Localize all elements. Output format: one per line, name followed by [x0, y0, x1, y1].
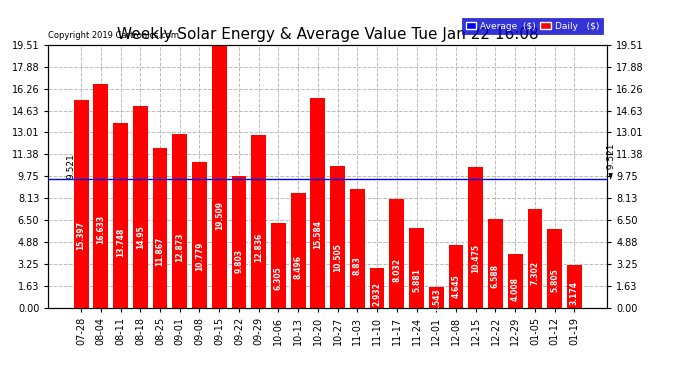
Text: 10.475: 10.475: [471, 244, 480, 273]
Bar: [389, 200, 404, 308]
Title: Weekly Solar Energy & Average Value Tue Jan 22 16:08: Weekly Solar Energy & Average Value Tue …: [117, 27, 539, 42]
Text: 4.645: 4.645: [451, 274, 460, 297]
Bar: [212, 45, 226, 308]
Bar: [350, 189, 365, 308]
Text: 5.805: 5.805: [550, 268, 559, 292]
Bar: [370, 268, 384, 308]
Text: 4.008: 4.008: [511, 277, 520, 301]
Bar: [567, 265, 582, 308]
Bar: [271, 223, 286, 308]
Bar: [290, 193, 306, 308]
Text: 2.932: 2.932: [373, 282, 382, 306]
Text: 9.521: 9.521: [67, 154, 76, 179]
Text: 10.779: 10.779: [195, 242, 204, 272]
Text: 6.305: 6.305: [274, 266, 283, 290]
Bar: [508, 254, 522, 308]
Text: 15.584: 15.584: [313, 220, 322, 249]
Text: Copyright 2019 Cartronics.com: Copyright 2019 Cartronics.com: [48, 31, 179, 40]
Bar: [113, 123, 128, 308]
Text: 15.397: 15.397: [77, 220, 86, 249]
Bar: [172, 134, 187, 308]
Text: 8.496: 8.496: [294, 255, 303, 279]
Bar: [429, 287, 444, 308]
Bar: [331, 166, 345, 308]
Bar: [93, 84, 108, 308]
Text: ◄ 9.521: ◄ 9.521: [607, 144, 616, 179]
Text: 11.867: 11.867: [155, 237, 164, 266]
Text: 12.836: 12.836: [254, 232, 263, 262]
Bar: [488, 219, 503, 308]
Text: 9.803: 9.803: [235, 249, 244, 273]
Bar: [152, 148, 168, 308]
Text: 16.633: 16.633: [97, 214, 106, 244]
Bar: [192, 162, 207, 308]
Text: 13.748: 13.748: [116, 228, 125, 258]
Text: 5.881: 5.881: [412, 268, 421, 292]
Text: 12.873: 12.873: [175, 232, 184, 262]
Bar: [251, 135, 266, 308]
Text: 8.83: 8.83: [353, 256, 362, 275]
Text: 10.505: 10.505: [333, 244, 342, 273]
Bar: [409, 228, 424, 308]
Text: 19.509: 19.509: [215, 201, 224, 230]
Text: 3.174: 3.174: [570, 280, 579, 304]
Text: 8.032: 8.032: [393, 258, 402, 282]
Text: 6.588: 6.588: [491, 264, 500, 288]
Bar: [469, 166, 483, 308]
Bar: [528, 209, 542, 308]
Bar: [74, 100, 88, 308]
Bar: [547, 230, 562, 308]
Bar: [310, 98, 325, 308]
Text: 7.302: 7.302: [531, 261, 540, 285]
Legend: Average  ($), Daily   ($): Average ($), Daily ($): [462, 18, 602, 34]
Text: 14.95: 14.95: [136, 225, 145, 249]
Bar: [133, 106, 148, 308]
Bar: [448, 245, 464, 308]
Bar: [232, 176, 246, 308]
Text: 1.543: 1.543: [432, 288, 441, 312]
